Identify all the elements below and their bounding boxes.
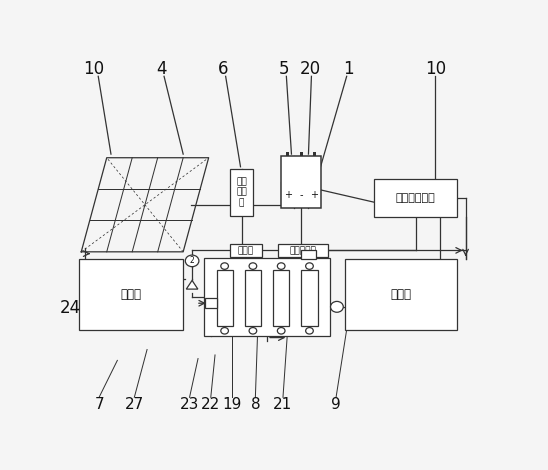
Bar xyxy=(345,259,457,329)
Circle shape xyxy=(277,263,285,269)
Text: 集中控制器: 集中控制器 xyxy=(289,246,316,255)
Text: 5: 5 xyxy=(279,60,289,78)
Text: 20: 20 xyxy=(300,60,321,78)
Circle shape xyxy=(221,263,229,269)
Bar xyxy=(374,180,457,218)
Text: 8: 8 xyxy=(250,397,260,412)
Bar xyxy=(278,243,328,257)
Text: -: - xyxy=(299,190,303,200)
Bar xyxy=(205,298,216,308)
Bar xyxy=(313,152,316,156)
Text: 23: 23 xyxy=(180,397,199,412)
Bar xyxy=(216,270,233,327)
Bar xyxy=(273,270,289,327)
Text: 1: 1 xyxy=(344,60,354,78)
Circle shape xyxy=(306,263,313,269)
Text: 22: 22 xyxy=(201,397,220,412)
Bar xyxy=(230,243,262,257)
Text: 净水池: 净水池 xyxy=(390,288,412,301)
Bar xyxy=(301,250,316,258)
Text: 原水池: 原水池 xyxy=(121,288,141,301)
Text: +: + xyxy=(311,190,318,200)
Circle shape xyxy=(249,328,256,334)
Bar xyxy=(230,169,253,216)
Text: 9: 9 xyxy=(331,397,341,412)
Circle shape xyxy=(221,328,229,334)
Text: 19: 19 xyxy=(222,397,242,412)
Circle shape xyxy=(277,328,285,334)
Bar xyxy=(281,156,321,208)
Bar xyxy=(204,258,330,336)
Bar xyxy=(300,152,302,156)
Text: 4: 4 xyxy=(157,60,167,78)
Text: 21: 21 xyxy=(273,397,293,412)
Polygon shape xyxy=(186,281,198,289)
Text: 10: 10 xyxy=(83,60,105,78)
Text: 7: 7 xyxy=(94,397,104,412)
Text: 6: 6 xyxy=(218,60,229,78)
Text: 2: 2 xyxy=(190,256,195,266)
Text: 24: 24 xyxy=(60,299,81,317)
Text: 充电
控制
器: 充电 控制 器 xyxy=(236,177,247,207)
Bar xyxy=(301,270,317,327)
Circle shape xyxy=(330,301,343,312)
Text: 自动洗车系统: 自动洗车系统 xyxy=(396,194,436,204)
Circle shape xyxy=(306,328,313,334)
Text: 27: 27 xyxy=(125,397,144,412)
Bar xyxy=(286,152,289,156)
Circle shape xyxy=(249,263,256,269)
Text: +: + xyxy=(283,190,292,200)
Text: 10: 10 xyxy=(425,60,447,78)
Bar xyxy=(245,270,261,327)
Bar xyxy=(79,259,183,329)
Circle shape xyxy=(185,255,199,266)
Text: 逆变器: 逆变器 xyxy=(238,246,254,255)
